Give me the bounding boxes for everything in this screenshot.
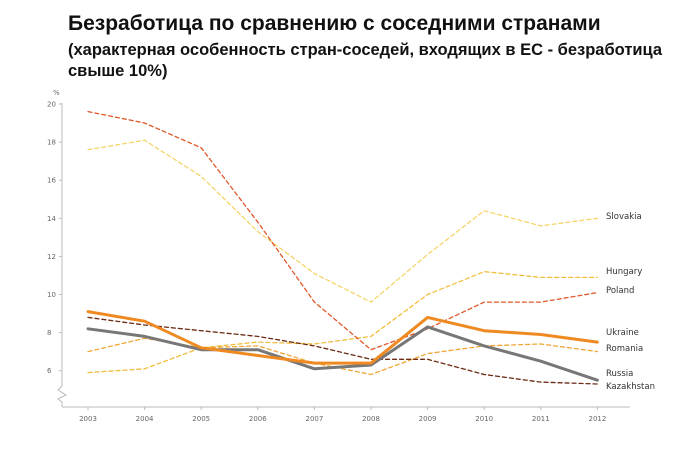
y-tick-label: 20 (47, 101, 56, 109)
series-label-poland: Poland (606, 286, 634, 296)
series-line-ukraine (86, 310, 599, 365)
y-tick-label: 10 (47, 291, 56, 299)
y-tick-label: 16 (47, 177, 56, 185)
series-line-poland (87, 110, 599, 351)
chart-title: Безработица по сравнению с соседними стр… (68, 12, 601, 35)
x-tick-label: 2009 (419, 415, 437, 423)
y-axis-break (57, 385, 68, 407)
series-line-hungary (87, 270, 599, 374)
y-tick-label: 14 (47, 215, 56, 223)
x-tick-label: 2005 (192, 415, 210, 423)
series-label-kazakhstan: Kazakhstan (606, 382, 655, 392)
x-tick-label: 2007 (305, 415, 323, 423)
x-tick-label: 2011 (532, 415, 550, 423)
x-tick-label: 2006 (249, 415, 267, 423)
chart-series (86, 110, 599, 385)
x-tick-label: 2012 (588, 415, 606, 423)
series-label-romania: Romania (606, 344, 643, 354)
y-tick-label: 6 (47, 367, 52, 375)
series-label-hungary: Hungary (606, 267, 642, 277)
y-tick-label: 8 (47, 329, 51, 337)
series-label-slovakia: Slovakia (606, 212, 642, 222)
chart-axes: 20 18 16 14 12 10 8 6% 2003 2004 2005 2006 2007 2008 2… (47, 89, 630, 423)
y-tick-label: 18 (47, 139, 56, 147)
y-axis-label: % (53, 89, 60, 97)
series-labels: Slovakia Hungary Poland Ukraine Romania Russi… (606, 212, 655, 392)
x-tick-label: 2008 (362, 415, 380, 423)
series-line-kazakhstan (87, 316, 599, 385)
x-tick-label: 2004 (136, 415, 154, 423)
series-label-russia: Russia (606, 369, 633, 379)
series-label-ukraine: Ukraine (606, 328, 639, 338)
series-line-russia (86, 325, 599, 382)
chart-subtitle: (характерная особенность стран-соседей, … (68, 41, 663, 80)
x-tick-label: 2010 (475, 415, 493, 423)
x-tick-label: 2003 (79, 415, 97, 423)
y-tick-label: 12 (47, 253, 56, 261)
series-line-slovakia (87, 139, 599, 303)
